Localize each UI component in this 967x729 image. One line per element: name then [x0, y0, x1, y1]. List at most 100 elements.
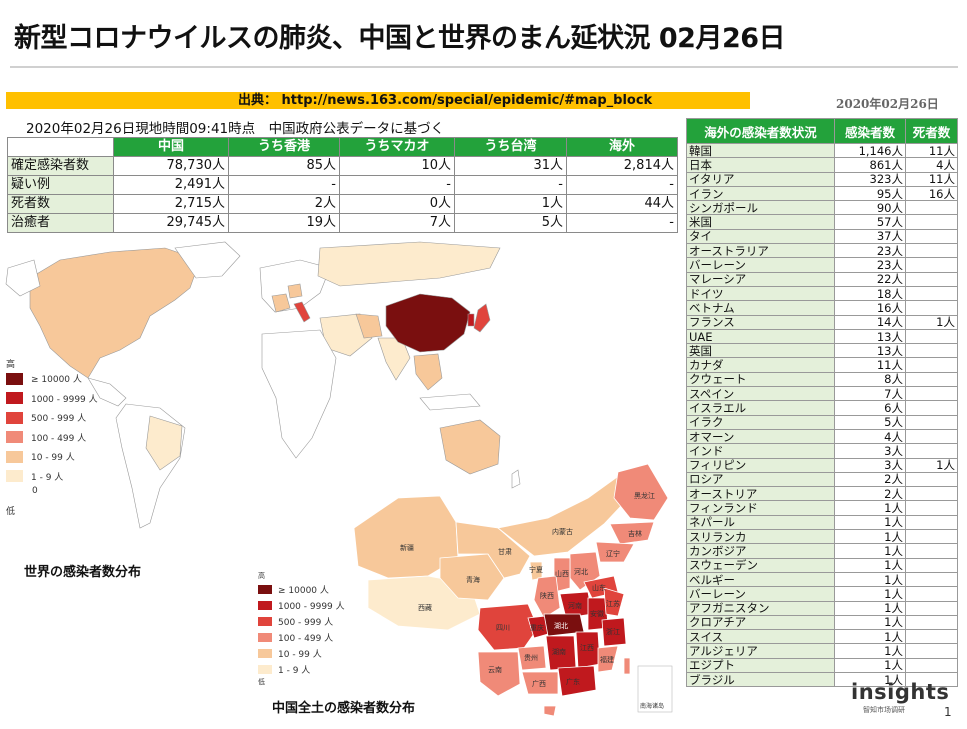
province-label: 福建 [600, 655, 614, 664]
legend-item: 10 - 99 人 [258, 645, 345, 661]
legend-item: 1 - 9 人 [6, 467, 98, 487]
province-label: 青海 [466, 575, 480, 584]
cell-deaths [905, 471, 958, 488]
table-cell: - [566, 213, 678, 233]
table-row: スイス 1人 [686, 629, 958, 645]
province-label: 内蒙古 [552, 527, 573, 536]
table-cell: - [228, 175, 340, 195]
table-row: ベルギー 1人 [686, 571, 958, 588]
legend-label: 1000 - 9999 人 [31, 394, 98, 405]
cell-country: UAE [686, 328, 835, 345]
map-region-central-america [87, 377, 127, 407]
cell-deaths [905, 328, 958, 345]
cell-country: アルジェリア [686, 643, 835, 659]
cell-deaths [905, 386, 958, 402]
cell-deaths [905, 657, 958, 673]
province-label: 黑龙江 [634, 491, 655, 500]
table-row: カナダ 11人 [686, 357, 958, 373]
row-label: 治癒者 [7, 213, 114, 233]
logo-subtitle: 智知市场调研 [863, 706, 905, 714]
cell-deaths [905, 543, 958, 559]
cell-cases: 7人 [834, 386, 906, 402]
china-summary-table: 中国 うち香港 うちマカオ うち台湾 海外 確定感染者数 78,730人 85人 10… [7, 137, 678, 233]
row-label: 疑い例 [7, 175, 114, 195]
cell-country: インド [686, 443, 835, 459]
province-gansu [455, 521, 531, 579]
row-label: 死者数 [7, 194, 114, 214]
cell-cases: 95人 [834, 185, 906, 202]
cell-country: ネパール [686, 514, 835, 531]
table-header-blank [7, 137, 114, 157]
province-label: 四川 [496, 624, 510, 632]
cell-country: フランス [686, 314, 835, 330]
province-label: 新疆 [400, 543, 414, 552]
cell-country: フィンランド [686, 500, 835, 516]
cell-country: シンガポール [686, 200, 835, 216]
table-row: フィンランド 1人 [686, 500, 958, 516]
legend-label: ≥ 10000 人 [31, 375, 82, 386]
cell-deaths [905, 257, 958, 273]
table-row: イタリア 323人 11人 [686, 171, 958, 187]
cell-deaths [905, 300, 958, 316]
cell-cases: 1人 [834, 629, 906, 645]
cell-cases: 1人 [834, 529, 906, 545]
map-region-alaska [5, 259, 41, 297]
province-label: 江西 [580, 644, 594, 652]
insights-logo: insights [851, 680, 950, 704]
legend-swatch [258, 600, 272, 610]
cell-deaths [905, 371, 958, 388]
table-row: エジプト 1人 [686, 657, 958, 673]
cell-deaths [905, 571, 958, 588]
table-row: ロシア 2人 [686, 471, 958, 488]
cell-cases: 1人 [834, 643, 906, 659]
province-label: 贵州 [524, 653, 538, 662]
table-cell: 29,745人 [113, 213, 229, 233]
province-label: 湖北 [554, 621, 568, 630]
table-row: ドイツ 18人 [686, 285, 958, 302]
cell-country: スウェーデン [686, 557, 835, 573]
cell-country: イラク [686, 414, 835, 430]
map-region-korea [467, 313, 475, 327]
legend-label: 1000 - 9999 人 [278, 601, 345, 612]
cell-deaths: 1人 [905, 314, 958, 330]
page-title: 新型コロナウイルスの肺炎、中国と世界のまん延状況 02月26日 [14, 23, 786, 54]
table-row: イラン 95人 16人 [686, 185, 958, 202]
table-header-row: 海外の感染者数状況 感染者数 死者数 [686, 118, 958, 144]
cell-deaths [905, 400, 958, 416]
table-row: 治癒者 29,745人 19人 7人 5人 - [7, 213, 678, 233]
table-row: 韓国 1,146人 11人 [686, 142, 958, 159]
cell-country: ベルギー [686, 571, 835, 588]
cell-country: 日本 [686, 157, 835, 173]
cell-cases: 1人 [834, 557, 906, 573]
table-row: スウェーデン 1人 [686, 557, 958, 573]
cell-country: ロシア [686, 471, 835, 488]
cell-country: スペイン [686, 386, 835, 402]
cell-country: スイス [686, 629, 835, 645]
cell-cases: 323人 [834, 171, 906, 187]
province-guangdong [557, 665, 597, 697]
world-map-caption: 世界の感染者数分布 [24, 565, 142, 580]
province-label: 安徽 [590, 609, 604, 618]
province-hainan [543, 705, 557, 717]
cell-country: イスラエル [686, 400, 835, 416]
cell-deaths: 11人 [905, 142, 958, 159]
table-cell: 31人 [454, 156, 567, 176]
legend-label: 500 - 999 人 [278, 617, 334, 628]
province-label: 重庆 [530, 623, 544, 632]
map-region-greenland [174, 241, 241, 279]
province-jilin [609, 521, 655, 545]
table-cell: 78,730人 [113, 156, 229, 176]
cell-cases: 11人 [834, 357, 906, 373]
legend-label: 1 - 9 人 [31, 472, 64, 483]
table-row: バーレーン 1人 [686, 586, 958, 602]
table-row: 死者数 2,715人 2人 0人 1人 44人 [7, 194, 678, 214]
table-cell: 44人 [566, 194, 678, 214]
province-guangxi [521, 671, 559, 695]
cell-deaths: 16人 [905, 185, 958, 202]
legend-item: 100 - 499 人 [6, 428, 98, 448]
province-label: 河北 [574, 568, 588, 576]
legend-label: 500 - 999 人 [31, 414, 87, 425]
cell-cases: 1人 [834, 500, 906, 516]
table-row: ブラジル 1人 [686, 671, 958, 688]
china-map-caption: 中国全土の感染者数分布 [272, 701, 416, 716]
